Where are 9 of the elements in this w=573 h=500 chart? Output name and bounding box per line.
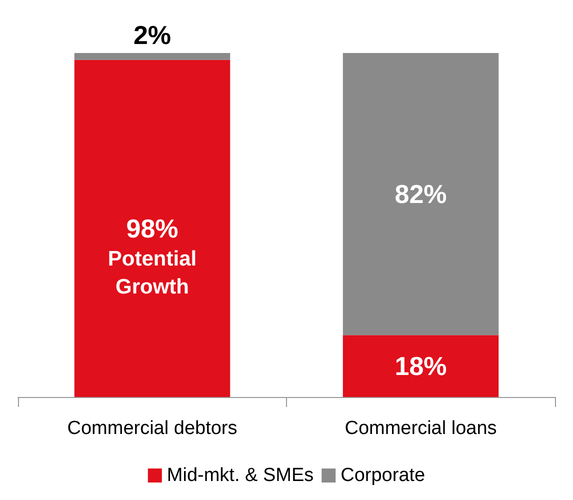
x-tick-label: Commercial loans — [344, 418, 497, 439]
legend-label: Corporate — [340, 465, 426, 486]
legend-label: Mid-mkt. & SMEs — [166, 465, 314, 486]
data-label: 98% — [126, 213, 178, 244]
data-label: 2% — [133, 20, 172, 50]
annotation: Potential Growth — [108, 248, 197, 299]
data-label: 82% — [394, 179, 447, 210]
data-label: 18% — [394, 351, 447, 382]
x-tick-label: Commercial debtors — [67, 418, 238, 439]
